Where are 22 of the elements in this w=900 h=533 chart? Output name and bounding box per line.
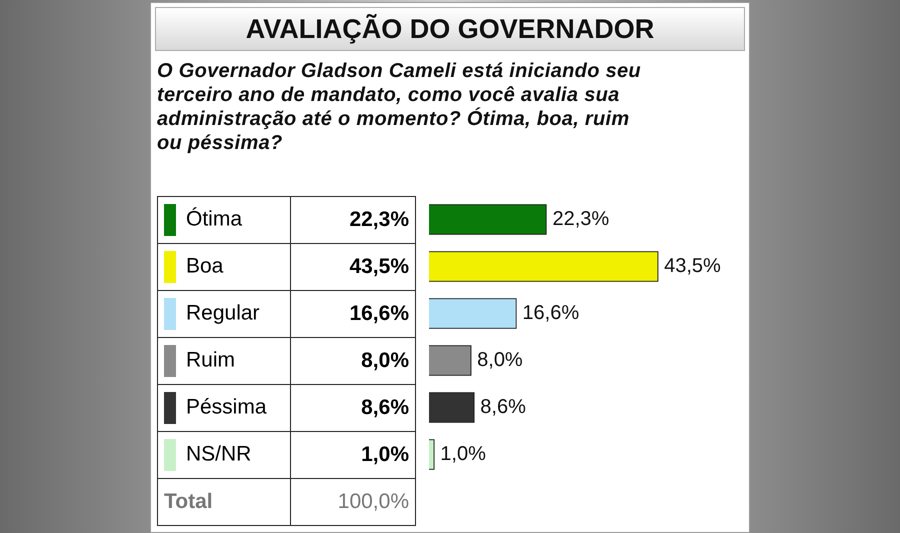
data-label: 22,3%	[290, 196, 416, 244]
text: 8,0%	[477, 349, 523, 372]
data-label: 1,0%	[290, 432, 416, 478]
text: 16,6%	[522, 302, 580, 324]
chart-subtitle: O Governador Gladson Cameli está iniciando seu terceiro ano de mandato, como você avalia sua administração até o momento? Ótima, boa, ruim ou péssima?	[157, 59, 642, 155]
y-tick-label: Péssima	[158, 384, 290, 432]
text: 1,0%	[440, 443, 486, 466]
y-tick-label: NS/NR	[158, 432, 290, 478]
y-tick-label: Ruim	[158, 338, 290, 384]
text: 43,5%	[664, 255, 721, 278]
chart-title: AVALIAÇÃO DO GOVERNADOR	[155, 7, 745, 51]
text: Total	[158, 478, 290, 526]
y-tick-label: Boa	[158, 244, 290, 290]
y-tick-label: Ótima	[158, 196, 290, 244]
text: 8,6%	[480, 396, 526, 418]
data-label: 16,6%	[290, 290, 416, 338]
data-label: 8,0%	[290, 338, 416, 384]
text: 100,0%	[290, 478, 416, 526]
text: 22,3%	[552, 208, 610, 230]
y-tick-label: Regular	[158, 290, 290, 338]
data-label: 43,5%	[290, 244, 416, 290]
data-label: 8,6%	[290, 384, 416, 432]
